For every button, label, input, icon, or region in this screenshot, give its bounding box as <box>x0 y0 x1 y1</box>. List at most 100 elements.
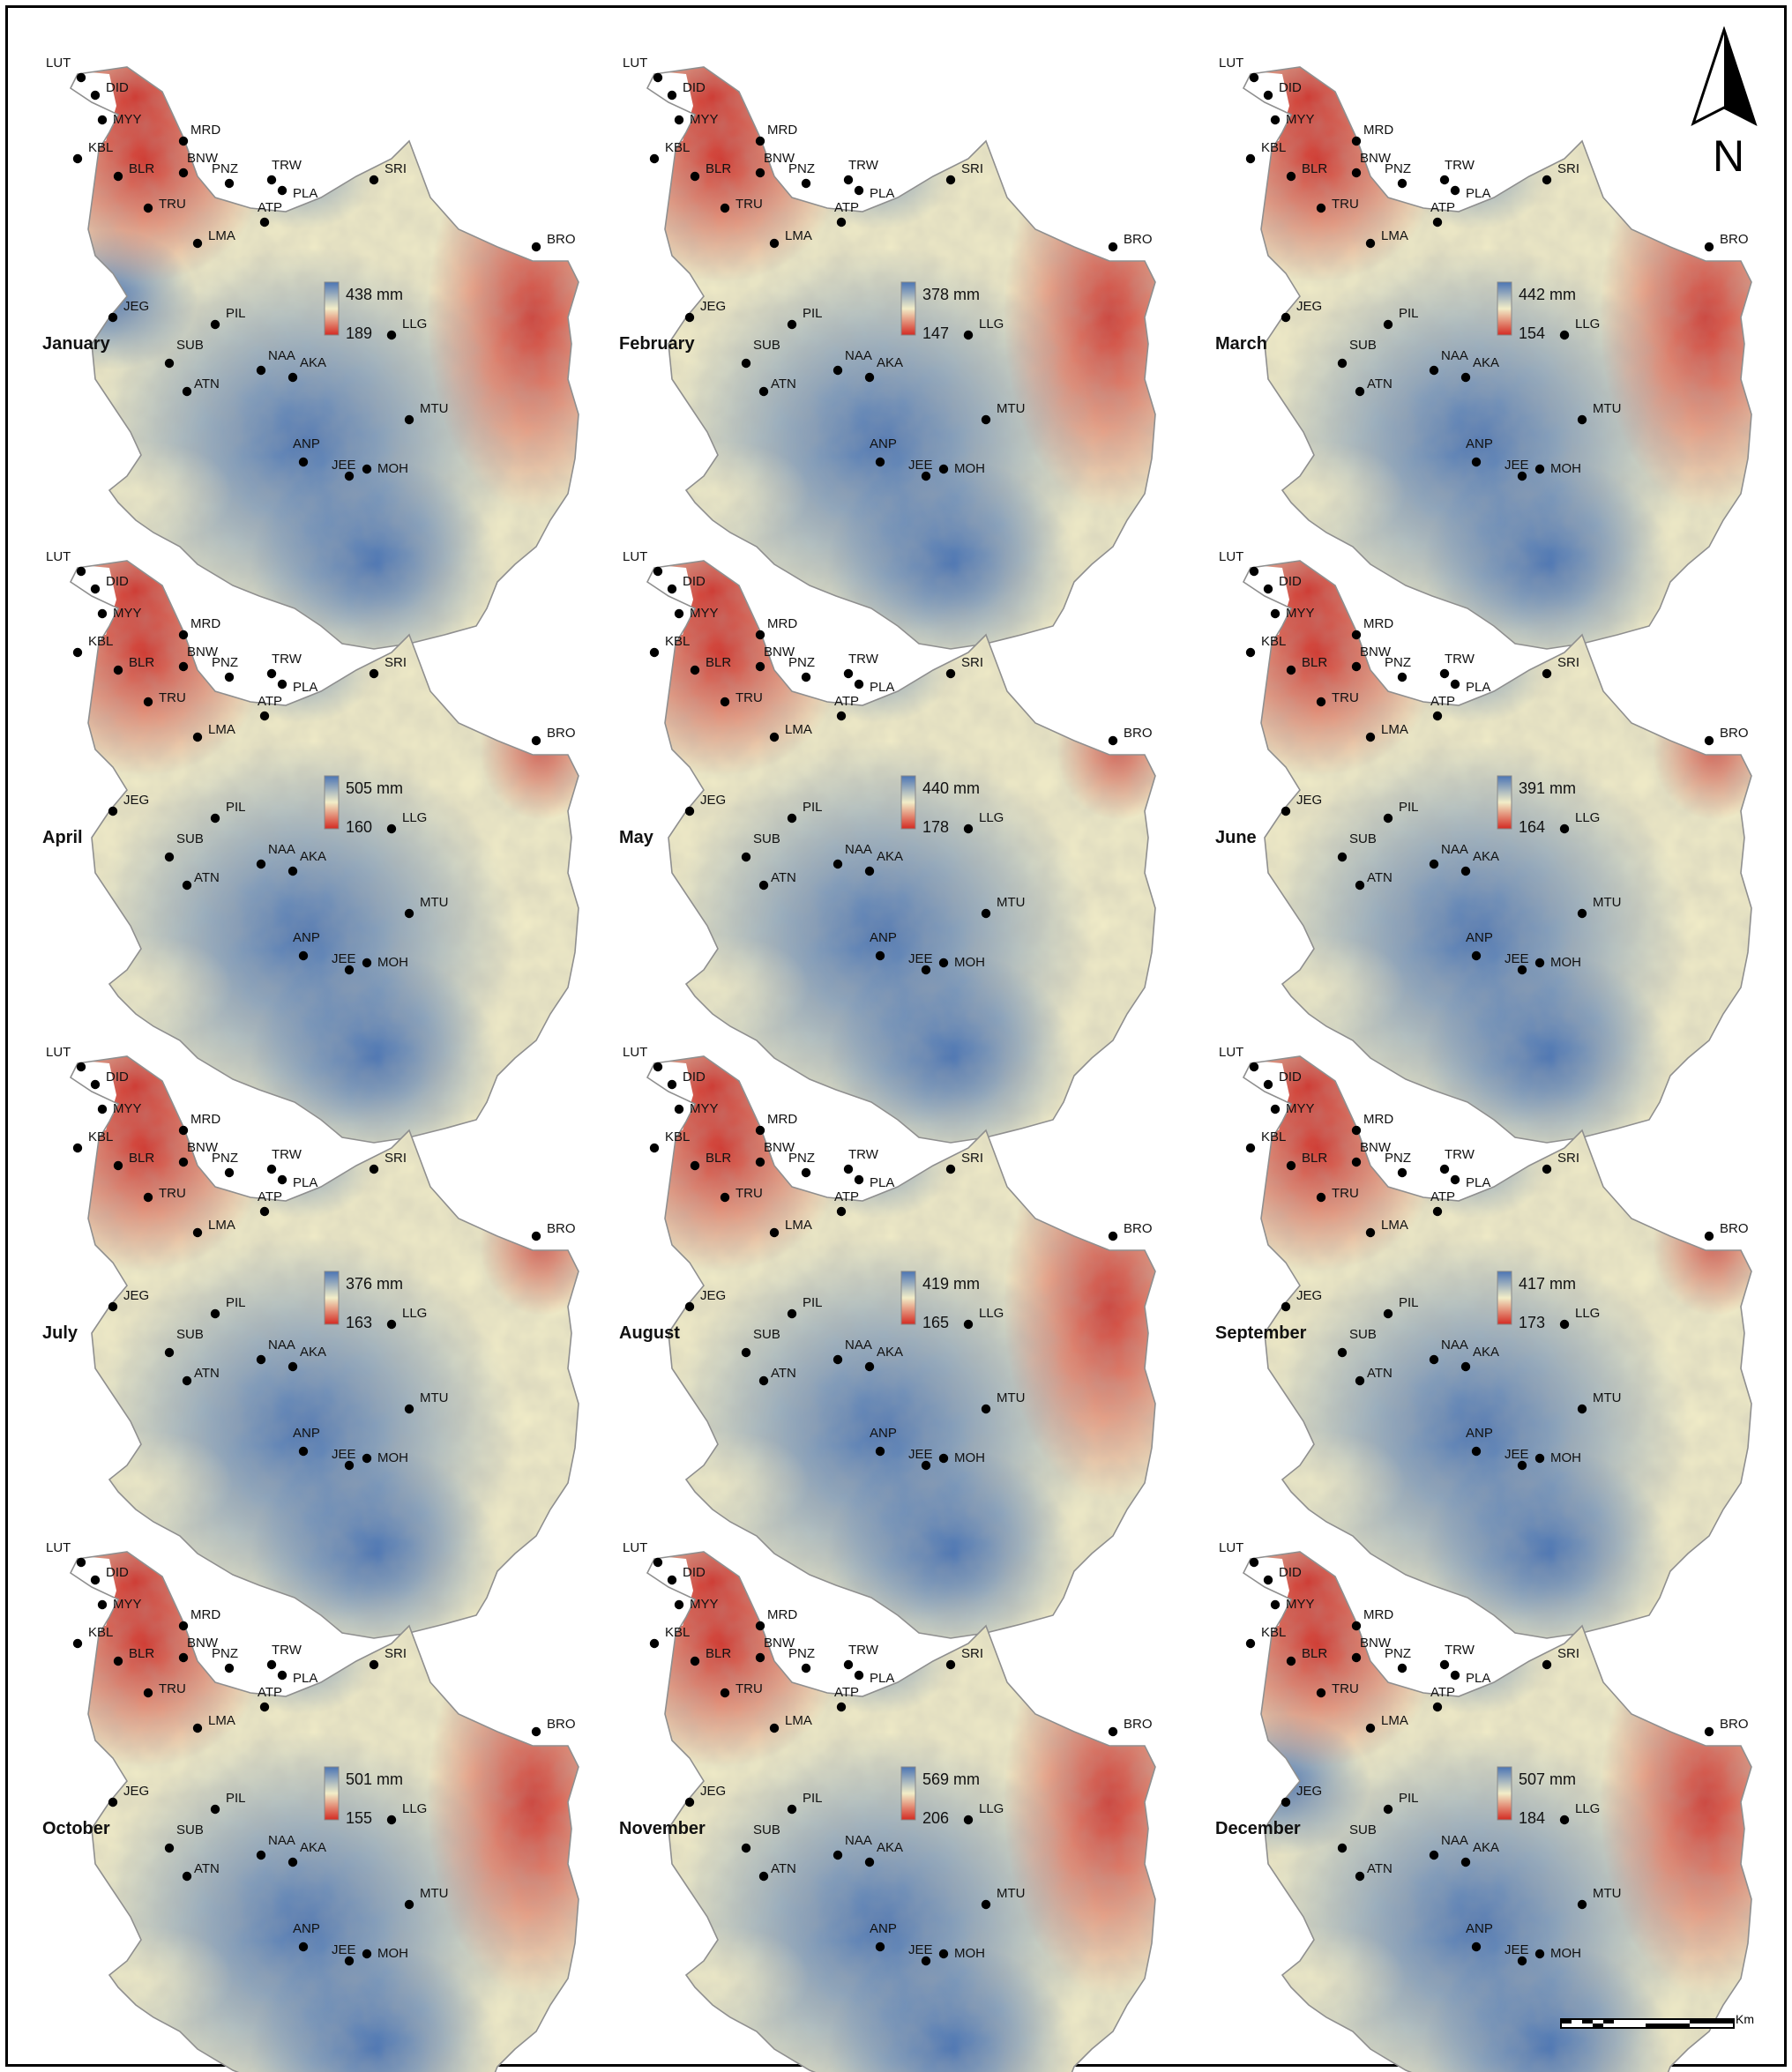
station-label: TRU <box>1332 1681 1359 1696</box>
station-marker <box>72 1638 83 1649</box>
station-label: MTU <box>1593 1886 1622 1901</box>
station-label: PNZ <box>788 1646 815 1661</box>
station-marker <box>76 72 86 83</box>
station-marker <box>277 185 287 196</box>
station-marker <box>787 1308 797 1319</box>
station-label: BLR <box>1302 1151 1327 1166</box>
station-label: ATP <box>1430 1685 1455 1700</box>
station-label: PLA <box>293 1671 317 1686</box>
station-marker <box>1542 1659 1552 1670</box>
station-marker <box>1383 813 1393 824</box>
station-label: PNZ <box>788 1151 815 1166</box>
station-marker <box>108 806 118 816</box>
station-marker <box>1397 672 1407 682</box>
station-label: JEE <box>332 951 356 966</box>
station-label: JEE <box>1505 1447 1529 1462</box>
station-label: ANP <box>293 1426 320 1441</box>
station-marker <box>113 1160 123 1171</box>
station-marker <box>653 1062 663 1072</box>
station-label: ANP <box>293 436 320 451</box>
station-marker <box>1534 1949 1545 1959</box>
station-marker <box>298 950 309 961</box>
station-label: LUT <box>46 1540 71 1555</box>
station-marker <box>277 1174 287 1185</box>
legend-max: 419 mm <box>922 1275 980 1293</box>
station-label: JEE <box>332 1447 356 1462</box>
station-marker <box>97 1599 108 1610</box>
station-label: ATN <box>194 1366 220 1381</box>
station-label: TRW <box>1445 158 1475 173</box>
station-label: BNW <box>1360 1140 1392 1155</box>
station-marker <box>801 1167 811 1178</box>
station-label: AKA <box>1473 355 1499 370</box>
station-label: BLR <box>1302 655 1327 670</box>
legend-max: 438 mm <box>346 286 403 303</box>
station-marker <box>1351 630 1362 640</box>
station-label: MYY <box>1286 606 1315 621</box>
station-label: TRW <box>272 1147 302 1162</box>
station-label: LMA <box>1381 1218 1408 1233</box>
station-marker <box>1439 668 1450 679</box>
station-marker <box>649 1638 660 1649</box>
station-label: PLA <box>870 680 894 695</box>
station-label: SUB <box>1349 1327 1377 1342</box>
station-label: SUB <box>1349 831 1377 846</box>
station-marker <box>938 1453 949 1464</box>
station-label: KBL <box>1261 1625 1286 1640</box>
legend-min: 206 <box>922 1809 949 1827</box>
station-label: ATN <box>194 376 220 391</box>
station-marker <box>720 1192 730 1203</box>
station-marker <box>864 1361 875 1372</box>
station-marker <box>210 813 220 824</box>
station-label: NAA <box>1441 1833 1468 1848</box>
station-marker <box>1351 136 1362 146</box>
station-marker <box>938 1949 949 1959</box>
station-marker <box>277 1670 287 1681</box>
station-label: JEE <box>332 1942 356 1957</box>
station-label: TRW <box>272 158 302 173</box>
station-marker <box>164 358 175 369</box>
station-label: LLG <box>402 810 427 825</box>
station-label: JEE <box>332 458 356 473</box>
station-marker <box>921 1460 931 1471</box>
station-marker <box>1559 330 1570 340</box>
station-label: JEG <box>1296 1784 1322 1799</box>
station-marker <box>1704 1231 1714 1241</box>
station-label: JEE <box>908 458 933 473</box>
station-label: PIL <box>803 306 823 321</box>
station-marker <box>344 965 355 975</box>
station-marker <box>720 1688 730 1698</box>
station-marker <box>362 1453 372 1464</box>
station-label: LUT <box>1219 56 1243 71</box>
station-label: BLR <box>706 1151 731 1166</box>
station-label: LLG <box>1575 1801 1600 1816</box>
station-label: SUB <box>753 338 780 353</box>
station-label: MRD <box>1363 1607 1393 1622</box>
legend-min: 160 <box>346 818 372 836</box>
station-marker <box>1337 1843 1348 1853</box>
station-label: SRI <box>385 1151 407 1166</box>
station-label: BRO <box>1124 726 1153 741</box>
station-label: TRU <box>735 1186 763 1201</box>
station-label: ATN <box>1367 1366 1393 1381</box>
station-marker <box>787 319 797 330</box>
station-label: JEG <box>1296 299 1322 314</box>
station-marker <box>369 668 379 679</box>
station-marker <box>90 1079 101 1090</box>
station-marker <box>210 1804 220 1815</box>
station-label: ANP <box>870 1426 897 1441</box>
station-label: JEG <box>1296 793 1322 808</box>
station-marker <box>801 672 811 682</box>
station-marker <box>1286 1160 1296 1171</box>
station-marker <box>531 1231 541 1241</box>
station-label: KBL <box>665 1129 690 1144</box>
station-label: LMA <box>208 1218 235 1233</box>
station-marker <box>1351 1157 1362 1167</box>
station-label: KBL <box>1261 634 1286 649</box>
station-label: BLR <box>1302 161 1327 176</box>
legend-max: 440 mm <box>922 779 980 797</box>
station-label: BNW <box>187 151 219 166</box>
station-marker <box>684 806 695 816</box>
station-marker <box>192 1227 203 1238</box>
station-label: KBL <box>88 1129 113 1144</box>
